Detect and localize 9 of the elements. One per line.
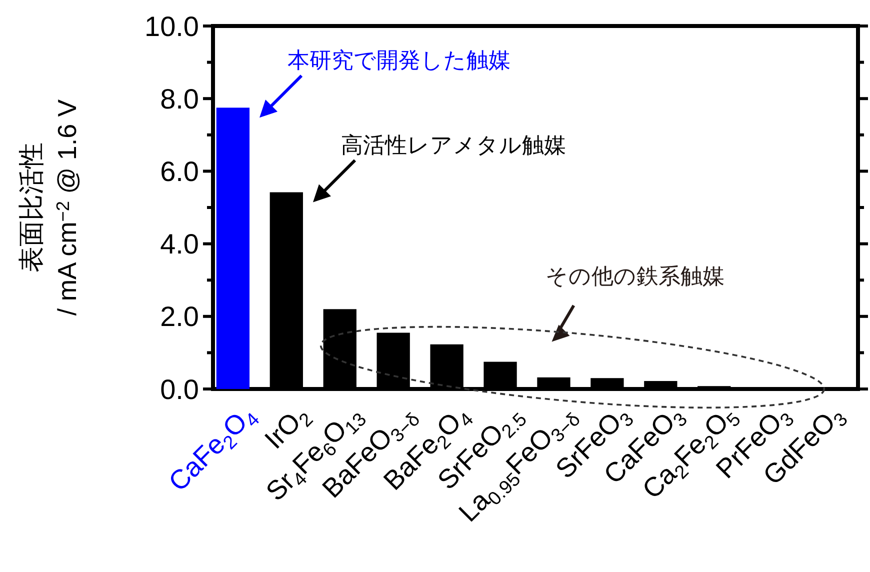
y-tick-label: 0.0 bbox=[160, 374, 199, 405]
y-tick-label: 6.0 bbox=[160, 156, 199, 187]
annotation: その他の鉄系触媒 bbox=[546, 264, 725, 289]
y-tick-label: 4.0 bbox=[160, 228, 199, 260]
y-tick-label: 10.0 bbox=[144, 10, 199, 42]
y-tick-label: 2.0 bbox=[160, 301, 199, 332]
annotation: 高活性レアメタル触媒 bbox=[340, 132, 566, 158]
y-tick-label: 8.0 bbox=[160, 83, 199, 114]
annotation: 本研究で開発した触媒 bbox=[288, 48, 511, 73]
